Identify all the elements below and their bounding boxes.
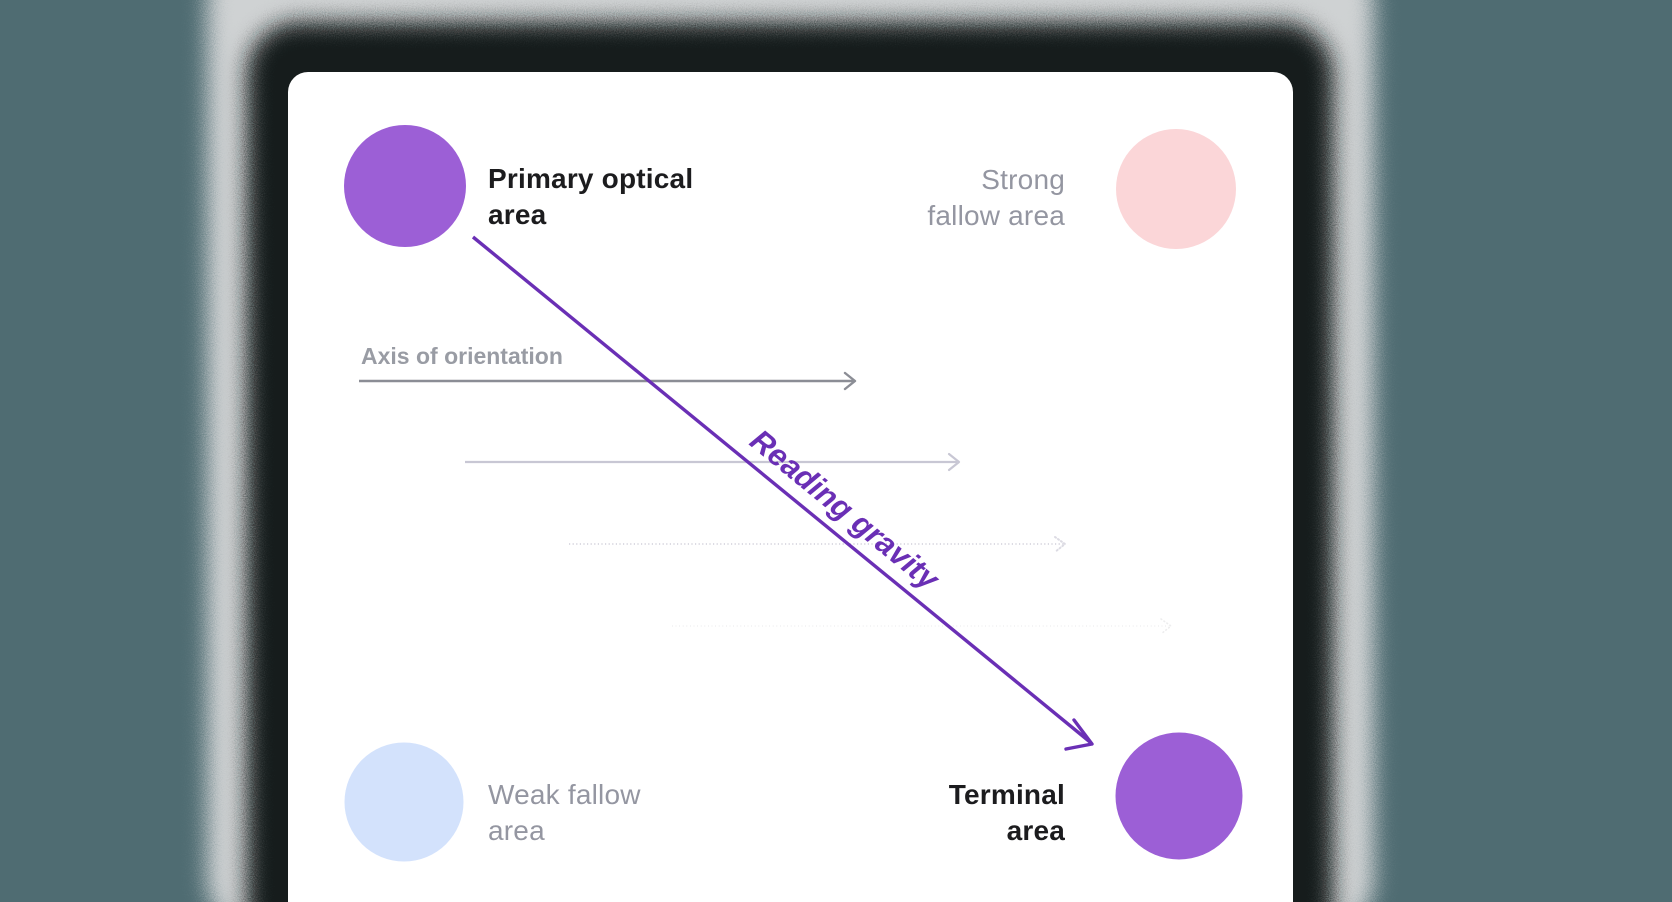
svg-text:Axis of orientation: Axis of orientation <box>361 343 563 369</box>
svg-text:Reading gravity: Reading gravity <box>744 422 947 597</box>
